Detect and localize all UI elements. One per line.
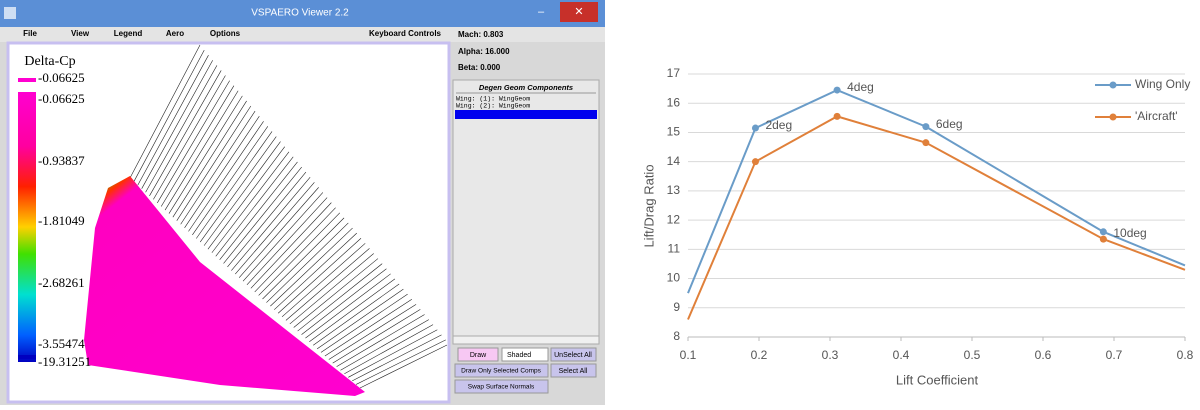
point: [1100, 236, 1107, 243]
button-label[interactable]: UnSelect All: [554, 352, 592, 359]
app-icon: [4, 7, 16, 19]
legend-title: Delta-Cp: [24, 54, 75, 69]
annotation: 10deg: [1113, 226, 1146, 240]
legend-marker: [1110, 114, 1117, 121]
legend-label: -2.68261: [38, 275, 85, 290]
menu-item[interactable]: File: [23, 29, 37, 38]
selected-row[interactable]: [455, 110, 597, 119]
point: [922, 123, 929, 130]
point: [922, 139, 929, 146]
point: [834, 87, 841, 94]
y-tick-label: 12: [667, 212, 681, 226]
annotation: 6deg: [936, 117, 963, 131]
screen: VSPAERO Viewer 2.2 ✕ – File View Legend Aer…: [0, 0, 1200, 405]
legend-label: -0.93837: [38, 153, 85, 168]
menu-item[interactable]: Legend: [114, 29, 143, 38]
colorbar: [18, 92, 36, 362]
point: [752, 158, 759, 165]
button-label[interactable]: Select All: [559, 368, 588, 375]
legend-marker: [1110, 82, 1117, 89]
window-title: VSPAERO Viewer 2.2: [251, 8, 349, 19]
menu-item[interactable]: Aero: [166, 29, 184, 38]
minimize-icon[interactable]: –: [538, 6, 545, 18]
list-item[interactable]: Wing: (1): WingGeom: [456, 96, 530, 103]
x-tick-label: 0.2: [751, 348, 768, 362]
annotation: 2deg: [765, 118, 792, 132]
x-tick-label: 0.4: [893, 348, 910, 362]
dropdown-label[interactable]: Shaded: [507, 352, 531, 359]
annotation: 4deg: [847, 80, 874, 94]
alpha: Alpha: 16.000: [458, 47, 510, 56]
y-tick-label: 16: [667, 95, 681, 109]
legend-label: -3.55474: [38, 336, 85, 351]
button-label[interactable]: Swap Surface Normals: [468, 384, 535, 391]
point: [834, 113, 841, 120]
menu-item[interactable]: Keyboard Controls: [369, 29, 442, 38]
component-list: [453, 80, 599, 342]
series-line: [688, 116, 1185, 319]
legend-label: 'Aircraft': [1135, 109, 1178, 123]
scrollbar[interactable]: [453, 336, 599, 344]
y-tick-label: 13: [667, 183, 681, 197]
point: [752, 125, 759, 132]
y-tick-label: 11: [668, 242, 681, 256]
x-tick-label: 0.3: [822, 348, 839, 362]
y-tick-label: 14: [667, 154, 681, 168]
legend-label: -19.31251: [38, 354, 91, 369]
x-tick-label: 0.1: [680, 348, 697, 362]
y-tick-label: 9: [673, 300, 680, 314]
x-tick-label: 0.5: [964, 348, 981, 362]
legend-label: -0.06625: [38, 91, 85, 106]
y-tick-label: 17: [667, 66, 681, 80]
beta: Beta: 0.000: [458, 63, 501, 72]
legend-label: Wing Only: [1135, 77, 1190, 91]
button-label[interactable]: Draw: [470, 352, 487, 359]
legend-swatch: [18, 355, 36, 359]
point: [1100, 228, 1107, 235]
legend-label: -1.81049: [38, 213, 85, 228]
x-axis-label: Lift Coefficient: [896, 372, 979, 387]
menu-bar: [0, 27, 605, 42]
legend-label: -0.06625: [38, 70, 85, 85]
legend-swatch: [18, 78, 36, 82]
x-tick-label: 0.6: [1035, 348, 1052, 362]
button-label[interactable]: Draw Only Selected Comps: [461, 368, 542, 375]
x-tick-label: 0.7: [1106, 348, 1123, 362]
y-tick-label: 10: [667, 271, 681, 285]
y-tick-label: 8: [673, 329, 680, 343]
list-title: Degen Geom Components: [479, 83, 573, 92]
y-tick-label: 15: [667, 125, 681, 139]
menu-item[interactable]: Options: [210, 29, 241, 38]
page: VSPAERO Viewer 2.2 ✕ – File View Legend Aer…: [0, 0, 1200, 405]
list-item[interactable]: Wing: (2): WingGeom: [456, 103, 530, 110]
close-icon[interactable]: ✕: [574, 6, 583, 18]
mach: Mach: 0.803: [458, 30, 504, 39]
menu-item[interactable]: View: [71, 29, 90, 38]
x-tick-label: 0.8: [1177, 348, 1194, 362]
y-axis-label: Lift/Drag Ratio: [641, 164, 656, 247]
